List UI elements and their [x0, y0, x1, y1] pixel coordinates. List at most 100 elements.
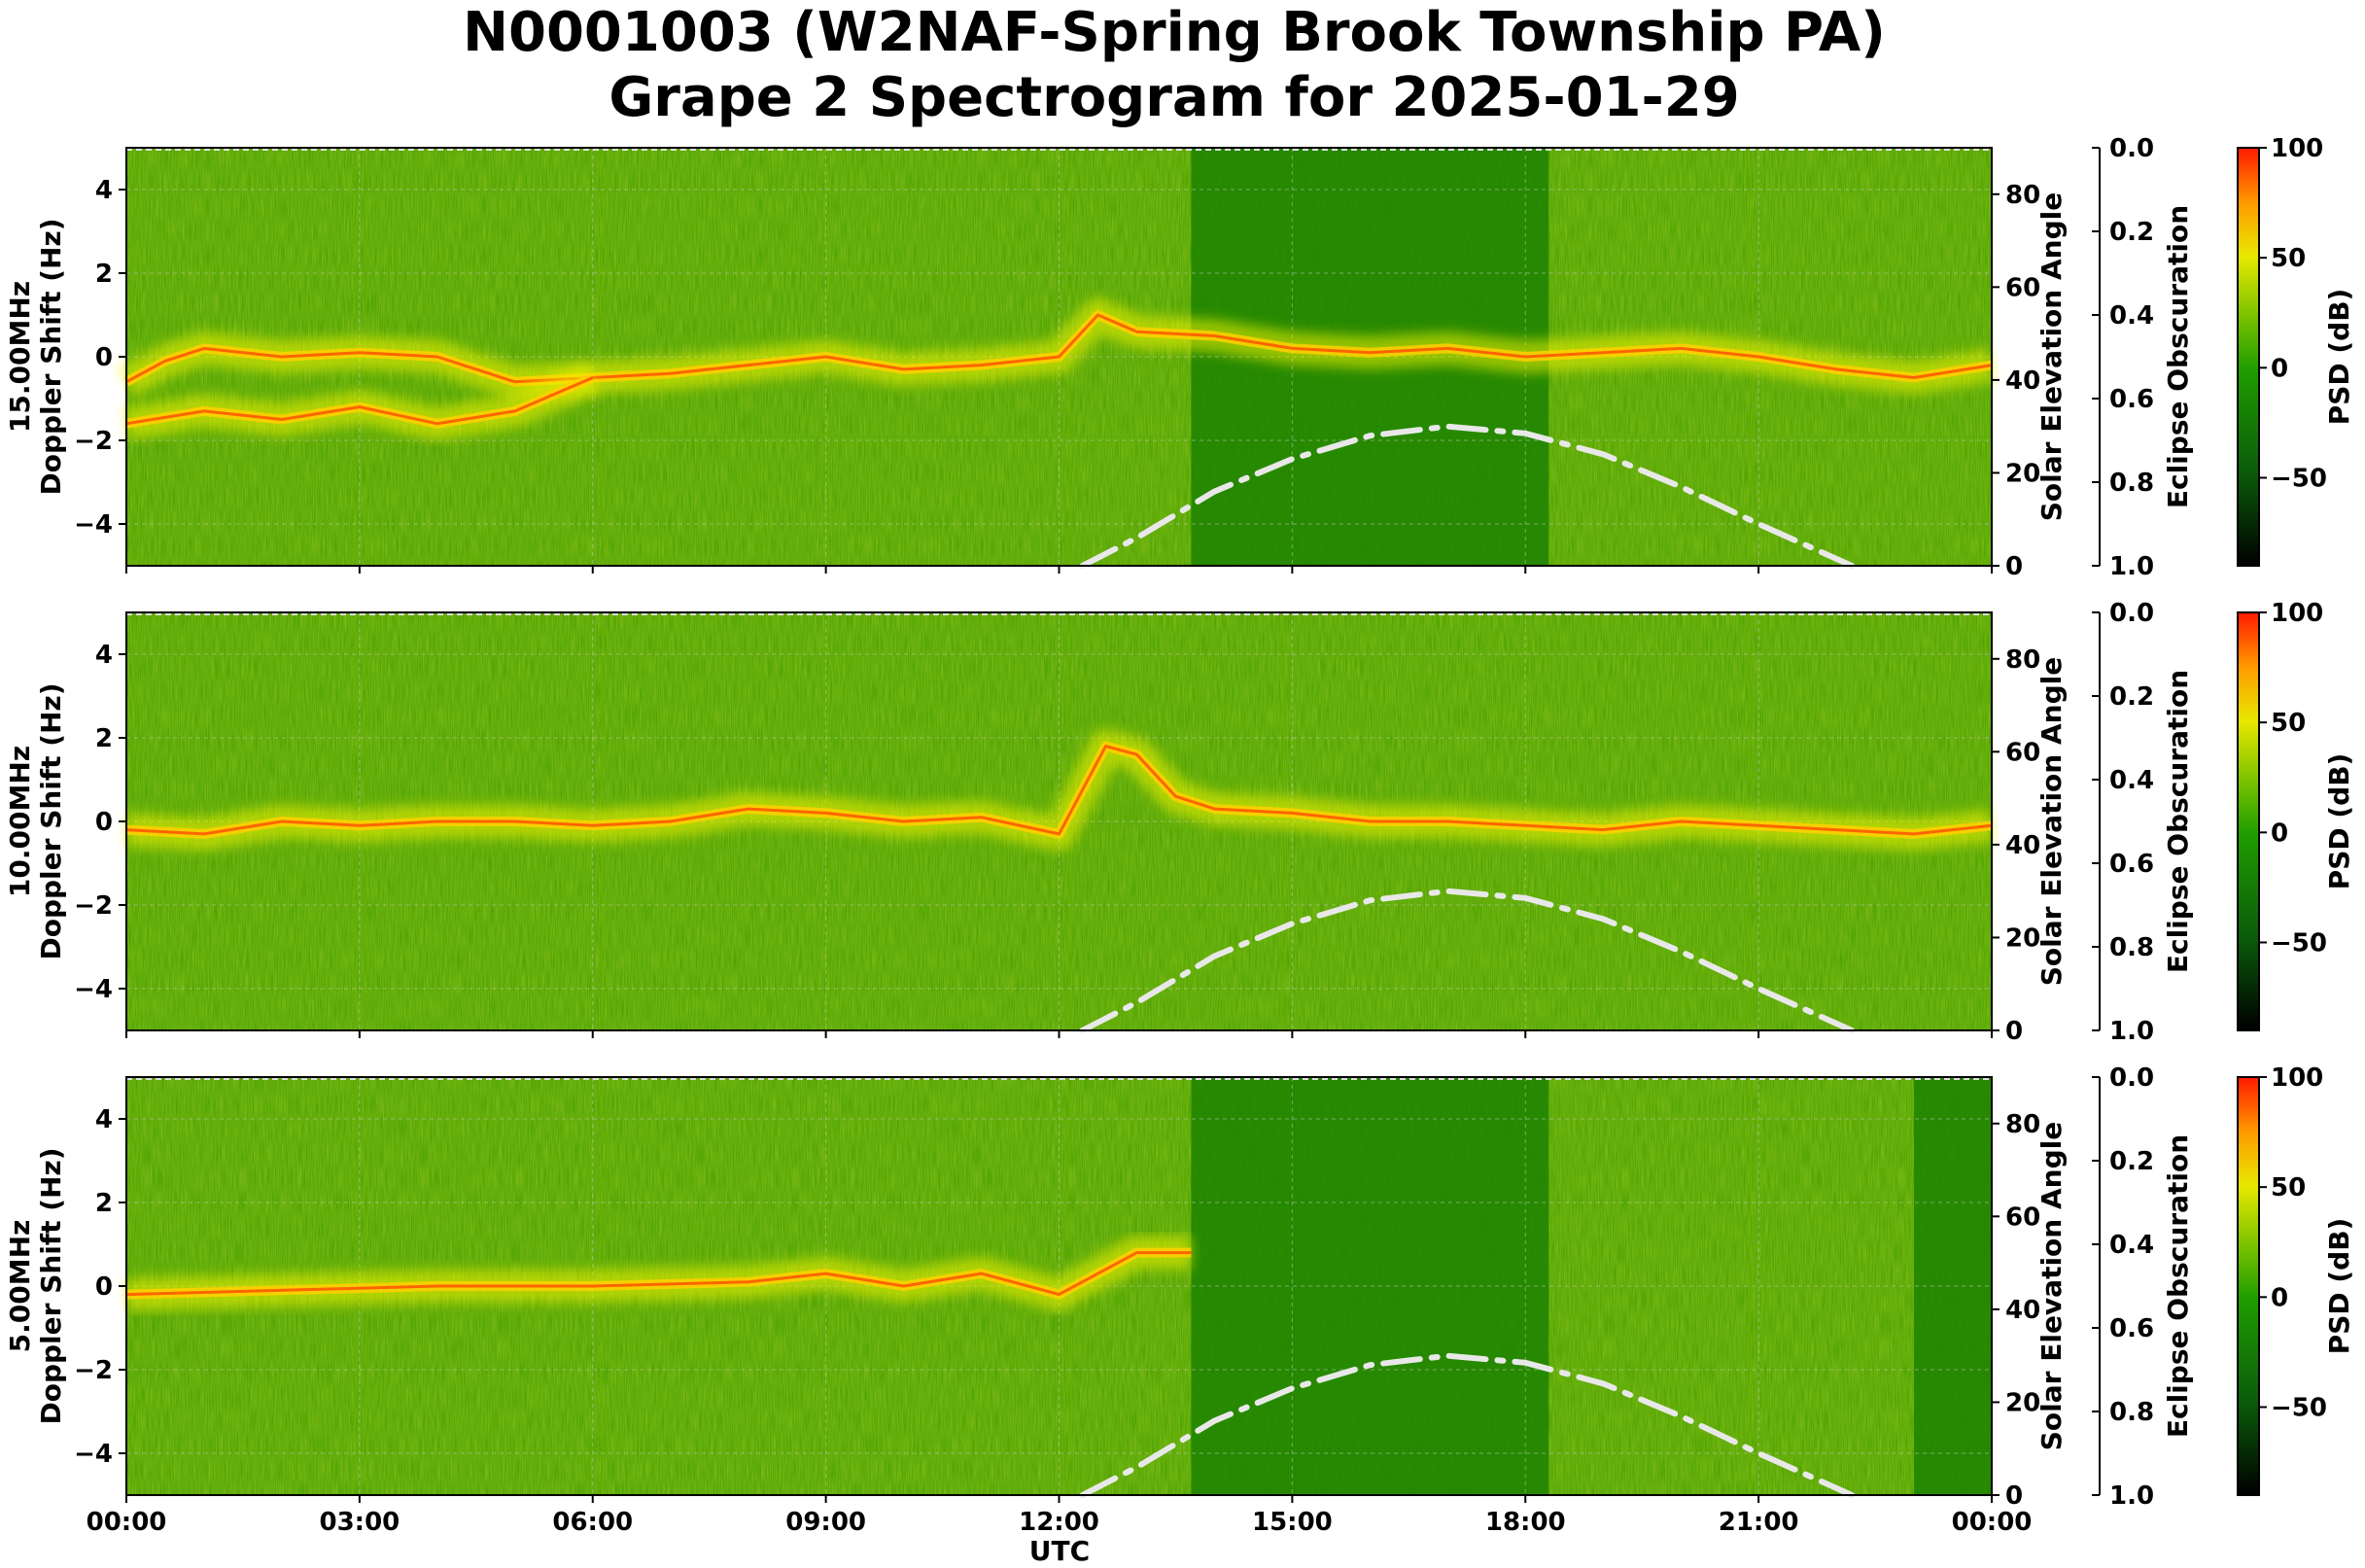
y-tick-label: 4 [95, 1105, 113, 1134]
y-tick-label: 4 [95, 176, 113, 205]
panel-frequency-label: 15.00MHz [4, 281, 36, 433]
obscuration-tick-label: 0.0 [2109, 1063, 2154, 1093]
obscuration-tick-label: 1.0 [2109, 1481, 2154, 1511]
y-tick-label: 2 [95, 260, 113, 289]
obscuration-tick-label: 1.0 [2109, 1017, 2154, 1046]
obscuration-axis-label: Eclipse Obscuration [2162, 1134, 2194, 1438]
colorbar-tick-label: 0 [2271, 819, 2288, 848]
y-tick-label: −4 [74, 975, 113, 1004]
elevation-tick-label: 40 [2005, 1296, 2040, 1325]
doppler-axis-label: Doppler Shift (Hz) [35, 682, 67, 959]
doppler-trace-core [125, 1251, 1192, 1297]
y-tick-label: −4 [74, 1440, 113, 1469]
elevation-tick-label: 40 [2005, 366, 2040, 396]
colorbar-label: PSD (dB) [2323, 289, 2355, 426]
solar-elevation-curve [1079, 1352, 1856, 1498]
elevation-tick-label: 80 [2005, 181, 2040, 210]
colorbar-tick-label: 50 [2271, 1173, 2306, 1202]
colorbar-label: PSD (dB) [2323, 1218, 2355, 1355]
obscuration-axis-label: Eclipse Obscuration [2162, 205, 2194, 508]
obscuration-tick-label: 0.8 [2109, 933, 2154, 962]
elevation-tick-label: 40 [2005, 831, 2040, 860]
panel-3: 420−2−45.00MHz Doppler Shift (Hz)80604020… [4, 1063, 2355, 1537]
elevation-axis-label: Solar Elevation Angle [2035, 1122, 2068, 1450]
x-tick-label: 12:00 [1019, 1508, 1099, 1537]
obscuration-tick-label: 0.0 [2109, 134, 2154, 163]
obscuration-tick-label: 0.8 [2109, 1398, 2154, 1427]
colorbar-tick-label: −50 [2271, 464, 2327, 493]
psd-colorbar [2237, 611, 2260, 1031]
psd-colorbar [2237, 1076, 2260, 1496]
y-tick-label: 2 [95, 724, 113, 753]
obscuration-tick-label: 0.8 [2109, 469, 2154, 498]
colorbar-tick-label: 100 [2271, 134, 2323, 163]
elevation-tick-label: 20 [2005, 923, 2040, 953]
x-tick-label: 18:00 [1485, 1508, 1566, 1537]
obscuration-tick-label: 0.4 [2109, 301, 2154, 331]
y-tick-label: −2 [74, 427, 113, 456]
y-tick-label: 0 [95, 808, 113, 837]
doppler-trace-core [125, 745, 1993, 836]
doppler-axis-label: Doppler Shift (Hz) [35, 218, 67, 495]
elevation-tick-label: 60 [2005, 1202, 2040, 1232]
colorbar-tick-label: 100 [2271, 1063, 2323, 1093]
elevation-tick-label: 80 [2005, 645, 2040, 675]
elevation-tick-label: 60 [2005, 738, 2040, 767]
doppler-trace-secondary-core [125, 376, 594, 426]
x-tick-label: 15:00 [1252, 1508, 1333, 1537]
obscuration-tick-label: 0.6 [2109, 850, 2154, 879]
obscuration-tick-label: 0.6 [2109, 1314, 2154, 1343]
panels: 420−2−415.00MHz Doppler Shift (Hz)8060402… [4, 134, 2355, 1537]
obscuration-tick-label: 0.2 [2109, 682, 2154, 712]
elevation-tick-label: 0 [2005, 1481, 2023, 1511]
colorbar-tick-label: 0 [2271, 1283, 2288, 1312]
chart-title-line2: Grape 2 Spectrogram for 2025-01-29 [609, 66, 1739, 129]
x-axis-label: UTC [1029, 1535, 1090, 1567]
elevation-tick-label: 20 [2005, 1388, 2040, 1417]
solar-elevation-curve [1079, 423, 1856, 569]
elevation-tick-label: 0 [2005, 552, 2023, 581]
psd-colorbar [2237, 147, 2260, 567]
doppler-trace-core [125, 313, 1993, 384]
y-tick-label: 2 [95, 1189, 113, 1218]
colorbar-label: PSD (dB) [2323, 753, 2355, 890]
obscuration-tick-label: 0.4 [2109, 1231, 2154, 1260]
x-tick-label: 06:00 [552, 1508, 633, 1537]
y-tick-label: −4 [74, 510, 113, 540]
obscuration-tick-label: 0.4 [2109, 766, 2154, 795]
panel-1: 420−2−415.00MHz Doppler Shift (Hz)8060402… [4, 134, 2355, 581]
panel-2: 420−2−410.00MHz Doppler Shift (Hz)8060402… [4, 599, 2355, 1046]
x-tick-label: 00:00 [1952, 1508, 2033, 1537]
x-tick-label: 09:00 [785, 1508, 866, 1537]
elevation-tick-label: 0 [2005, 1017, 2023, 1046]
y-tick-label: −2 [74, 1356, 113, 1385]
colorbar-tick-label: 50 [2271, 709, 2306, 738]
obscuration-axis-label: Eclipse Obscuration [2162, 670, 2194, 973]
obscuration-tick-label: 0.2 [2109, 218, 2154, 247]
doppler-axis-label: Doppler Shift (Hz) [35, 1147, 67, 1424]
x-tick-label: 03:00 [319, 1508, 400, 1537]
x-tick-label: 00:00 [87, 1508, 167, 1537]
elevation-tick-label: 60 [2005, 273, 2040, 302]
elevation-tick-label: 80 [2005, 1110, 2040, 1139]
elevation-tick-label: 20 [2005, 459, 2040, 488]
colorbar-tick-label: −50 [2271, 1393, 2327, 1422]
elevation-axis-label: Solar Elevation Angle [2035, 657, 2068, 986]
obscuration-tick-label: 0.2 [2109, 1147, 2154, 1176]
y-tick-label: 0 [95, 343, 113, 372]
colorbar-tick-label: 100 [2271, 599, 2323, 628]
obscuration-tick-label: 1.0 [2109, 552, 2154, 581]
y-tick-label: −2 [74, 891, 113, 921]
colorbar-tick-label: 0 [2271, 354, 2288, 383]
colorbar-tick-label: −50 [2271, 928, 2327, 958]
y-tick-label: 0 [95, 1272, 113, 1302]
panel-frequency-label: 10.00MHz [4, 746, 36, 897]
elevation-axis-label: Solar Elevation Angle [2035, 192, 2068, 521]
y-tick-label: 4 [95, 641, 113, 670]
colorbar-tick-label: 50 [2271, 244, 2306, 273]
chart-title-line1: N0001003 (W2NAF-Spring Brook Township PA… [463, 1, 1886, 64]
solar-elevation-curve [1079, 888, 1856, 1033]
x-tick-label: 21:00 [1719, 1508, 1799, 1537]
panel-frequency-label: 5.00MHz [4, 1220, 36, 1353]
